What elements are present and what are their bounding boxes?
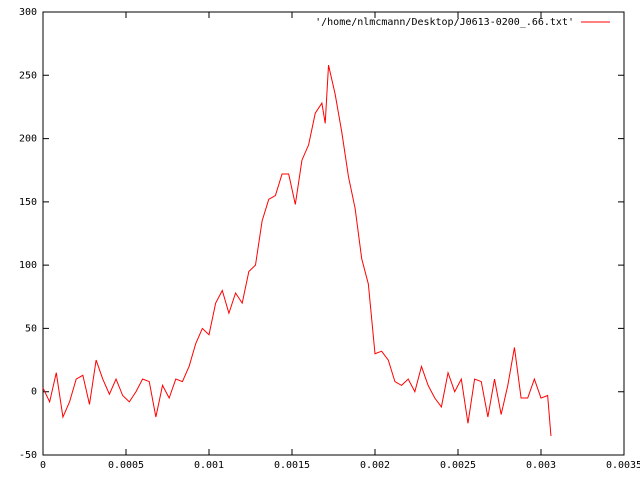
x-tick-label: 0.0035: [606, 460, 640, 471]
y-tick-label: 250: [19, 70, 37, 81]
x-tick-label: 0.0005: [108, 460, 144, 471]
y-tick-label: 100: [19, 260, 37, 271]
x-tick-label: 0.0025: [440, 460, 476, 471]
x-tick-label: 0: [40, 460, 46, 471]
x-tick-label: 0.0015: [274, 460, 310, 471]
y-tick-label: 50: [25, 323, 37, 334]
y-tick-label: 200: [19, 134, 37, 145]
y-tick-label: -50: [19, 450, 37, 461]
y-tick-label: 150: [19, 197, 37, 208]
y-tick-label: 300: [19, 7, 37, 18]
x-tick-label: 0.002: [360, 460, 390, 471]
y-tick-label: 0: [31, 387, 37, 398]
data-line: [42, 65, 552, 437]
x-tick-label: 0.001: [194, 460, 224, 471]
legend-label: '/home/nlmcmann/Desktop/J0613-0200_.66.t…: [315, 17, 574, 28]
x-tick-label: 0.003: [526, 460, 556, 471]
plot-border: [42, 11, 625, 456]
